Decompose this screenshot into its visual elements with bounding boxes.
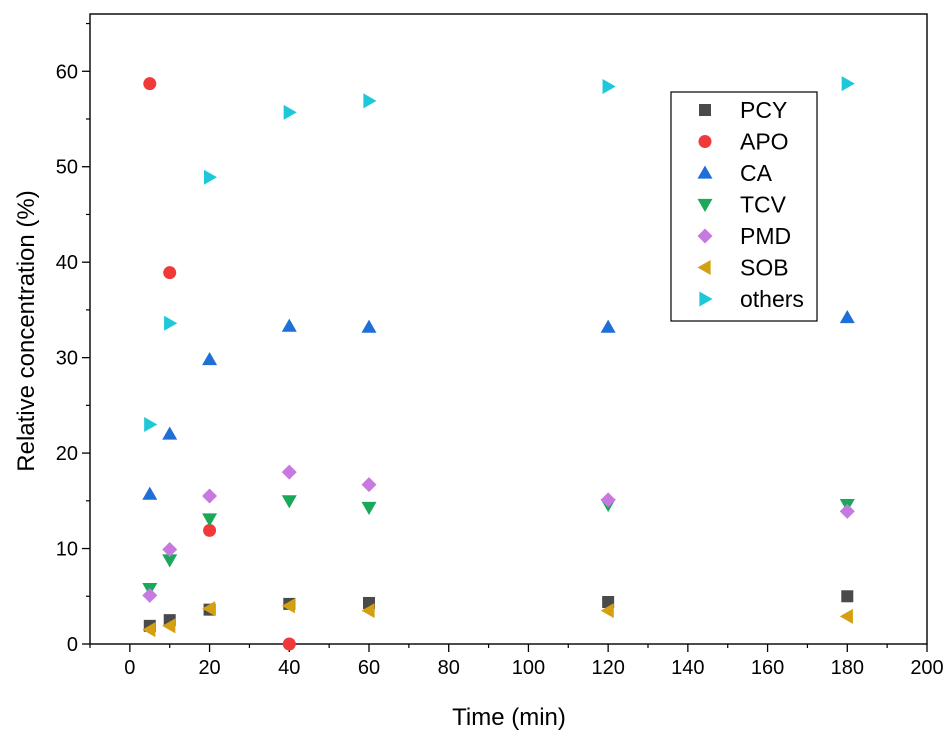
- data-point: [281, 464, 297, 480]
- data-point: [162, 426, 178, 440]
- axes: 0 20 40 60 80 100 120 140 160 180 200 0 10 20 30 40 50 60: [56, 13, 944, 679]
- data-point: [363, 93, 377, 109]
- data-point: [283, 104, 297, 120]
- y-tick-label: 20: [56, 443, 78, 465]
- data-point: [162, 554, 178, 568]
- legend-label: others: [740, 286, 804, 312]
- data-point: [600, 319, 616, 333]
- data-point: [841, 590, 854, 603]
- legend-item: PMD: [697, 223, 791, 249]
- x-tick-label: 140: [671, 657, 704, 679]
- data-point: [602, 79, 616, 95]
- legend-label: CA: [740, 160, 773, 186]
- data-point: [839, 608, 853, 624]
- x-tick-label: 80: [438, 657, 460, 679]
- legend-label: PCY: [740, 97, 787, 123]
- legend-item: SOB: [697, 255, 789, 281]
- data-point: [162, 618, 176, 634]
- series-apo: [143, 77, 296, 651]
- legend-item: others: [699, 286, 804, 312]
- legend-label: PMD: [740, 223, 791, 249]
- legend-label: SOB: [740, 255, 789, 281]
- legend-item: TCV: [697, 192, 787, 218]
- data-point: [361, 319, 377, 333]
- data-point: [841, 76, 855, 92]
- data-point: [142, 622, 156, 638]
- x-tick-label: 160: [751, 657, 784, 679]
- data-point: [164, 315, 178, 331]
- y-tick-label: 10: [56, 539, 78, 561]
- x-axis-title: Time (min): [452, 704, 566, 731]
- data-point: [281, 598, 295, 614]
- x-tick-label: 20: [198, 657, 220, 679]
- data-point: [202, 352, 218, 366]
- series-others: [144, 76, 855, 432]
- data-point: [144, 416, 158, 432]
- series-sob: [142, 598, 853, 638]
- legend-box: [670, 91, 818, 322]
- y-tick-label: 50: [56, 157, 78, 179]
- series-pmd: [142, 464, 855, 603]
- data-point: [202, 488, 218, 504]
- x-tick-label: 200: [910, 657, 943, 679]
- legend-marker: [697, 260, 711, 275]
- legend-item: CA: [697, 160, 773, 186]
- legend-marker: [697, 165, 713, 179]
- x-tick-label: 40: [278, 657, 300, 679]
- legend-marker: [697, 198, 713, 212]
- data-point: [202, 513, 218, 527]
- data-point: [202, 601, 216, 617]
- data-point: [163, 266, 177, 280]
- y-tick-label: 30: [56, 348, 78, 370]
- x-tick-label: 60: [358, 657, 380, 679]
- y-axis-title: Relative concentration (%): [13, 190, 40, 471]
- data-point: [361, 477, 377, 493]
- y-tick-label: 40: [56, 252, 78, 274]
- x-tick-label: 100: [512, 657, 545, 679]
- legend: PCY APO CA TCV PMD SOB others: [670, 91, 818, 322]
- data-point: [162, 542, 178, 557]
- data-point: [839, 310, 855, 324]
- data-point: [361, 501, 377, 515]
- data-point: [600, 492, 616, 508]
- y-tick-label: 0: [67, 634, 78, 656]
- data-point: [361, 603, 375, 619]
- x-tick-label: 0: [124, 657, 135, 679]
- legend-marker: [699, 104, 711, 116]
- data-point: [282, 637, 296, 651]
- y-tick-label: 60: [56, 61, 78, 83]
- plot-frame: [89, 13, 928, 645]
- data-point: [203, 169, 218, 185]
- data-marks: [142, 76, 855, 651]
- legend-marker: [698, 135, 712, 148]
- legend-label: APO: [740, 129, 789, 155]
- data-point: [281, 318, 297, 332]
- data-point: [142, 486, 158, 500]
- data-point: [600, 603, 614, 619]
- legend-label: TCV: [740, 192, 787, 218]
- data-point: [142, 587, 158, 603]
- legend-marker: [699, 291, 713, 307]
- legend-item: PCY: [699, 97, 787, 123]
- legend-item: APO: [698, 129, 789, 155]
- data-point: [203, 523, 217, 537]
- x-tick-label: 120: [591, 657, 624, 679]
- legend-marker: [697, 228, 713, 244]
- series-ca: [142, 310, 855, 500]
- data-point: [839, 503, 855, 519]
- data-point: [143, 77, 157, 91]
- x-tick-label: 180: [831, 657, 864, 679]
- data-point: [281, 495, 297, 509]
